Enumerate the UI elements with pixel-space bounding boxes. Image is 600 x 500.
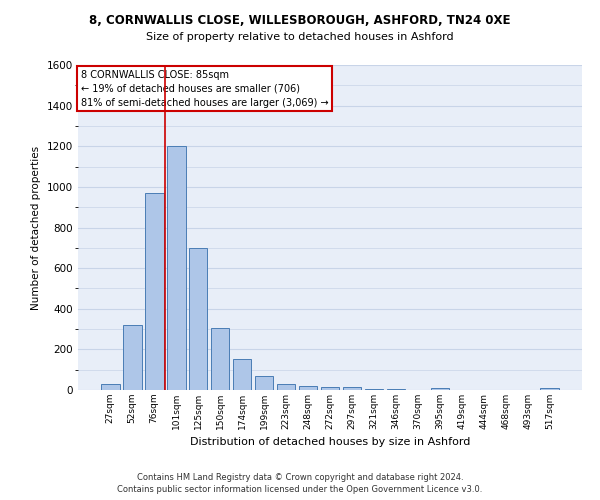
Text: Contains HM Land Registry data © Crown copyright and database right 2024.
Contai: Contains HM Land Registry data © Crown c… (118, 472, 482, 494)
Bar (123, 325, 142, 390)
Bar (431, 388, 449, 390)
Bar (211, 328, 229, 390)
Bar (277, 384, 295, 390)
Y-axis label: Number of detached properties: Number of detached properties (31, 146, 41, 310)
Text: Size of property relative to detached houses in Ashford: Size of property relative to detached ho… (146, 32, 454, 42)
Bar (189, 248, 208, 390)
Bar (343, 387, 361, 390)
Bar (101, 384, 119, 390)
Bar (541, 388, 559, 390)
Bar (299, 386, 317, 390)
Bar (386, 389, 405, 390)
Bar (365, 389, 383, 390)
Bar (255, 376, 274, 390)
Bar (320, 387, 340, 390)
Bar (145, 193, 164, 390)
Text: 8 CORNWALLIS CLOSE: 85sqm
← 19% of detached houses are smaller (706)
81% of semi: 8 CORNWALLIS CLOSE: 85sqm ← 19% of detac… (80, 70, 328, 108)
X-axis label: Distribution of detached houses by size in Ashford: Distribution of detached houses by size … (190, 438, 470, 448)
Bar (167, 146, 185, 390)
Bar (233, 358, 251, 390)
Text: 8, CORNWALLIS CLOSE, WILLESBOROUGH, ASHFORD, TN24 0XE: 8, CORNWALLIS CLOSE, WILLESBOROUGH, ASHF… (89, 14, 511, 27)
